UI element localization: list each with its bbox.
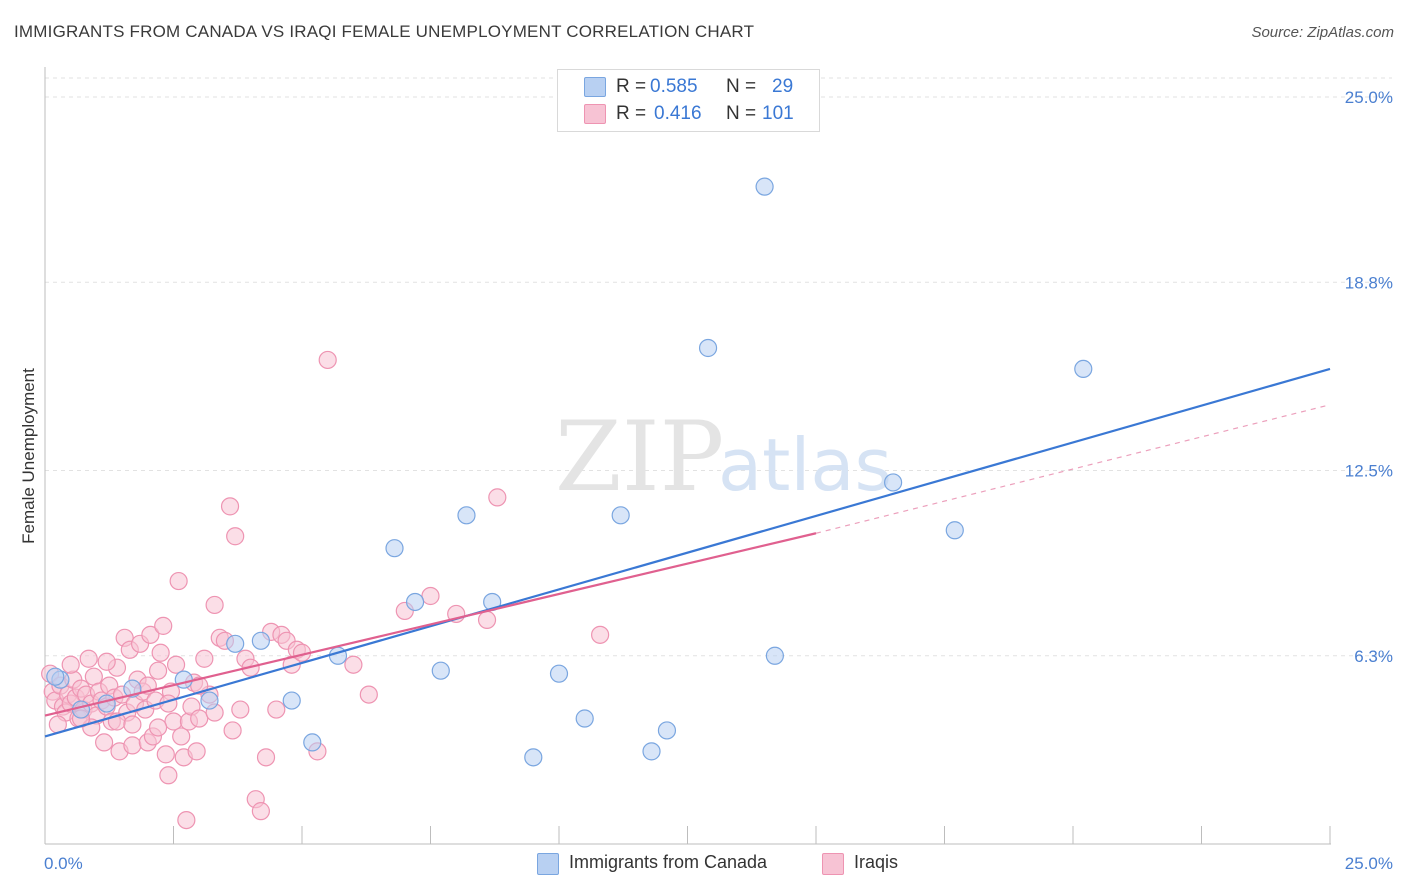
x-tick-label: 0.0% [44, 854, 83, 873]
n-label: N = [726, 76, 757, 97]
iraqi-point [159, 766, 178, 785]
canada-point [46, 667, 65, 686]
iraqi-point [195, 649, 214, 668]
canada-point [549, 664, 569, 683]
iraqi-point [154, 616, 173, 635]
canada-point [303, 733, 322, 752]
n-value: 29 [772, 76, 794, 97]
iraqi-point [477, 610, 497, 630]
r-value: 0.585 [650, 76, 698, 97]
iraqi-point [251, 802, 270, 821]
iraqi-point [421, 586, 440, 606]
y-tick-label: 6.3% [1354, 647, 1393, 666]
series-label: Iraqis [854, 852, 899, 872]
iraqi-point [231, 700, 250, 719]
canada-point [457, 506, 476, 525]
iraqi-point [97, 652, 116, 671]
grid-lines [45, 77, 1392, 657]
iraqi-point [61, 655, 80, 674]
series-label: Immigrants from Canada [569, 852, 768, 872]
iraqi-point [148, 661, 168, 680]
iraqi-point [169, 571, 188, 591]
iraqi-swatch [584, 104, 606, 124]
iraqi-point [344, 655, 363, 674]
iraqi-point [256, 748, 276, 767]
canada-swatch [537, 853, 559, 875]
r-label: R = [616, 76, 647, 97]
canada-point [755, 177, 774, 196]
canada-point [575, 709, 594, 728]
canada-point [657, 721, 677, 740]
iraqi-trend-line [44, 532, 817, 717]
iraqi-point [220, 497, 240, 516]
r-label: R = [616, 103, 647, 124]
iraqi-point [164, 712, 183, 731]
y-axis-label: Female Unemployment [19, 368, 38, 544]
r-value: 0.416 [654, 103, 702, 124]
chart-title: IMMIGRANTS FROM CANADA VS IRAQI FEMALE U… [14, 22, 755, 41]
iraqi-swatch [822, 853, 844, 875]
canada-point [945, 521, 964, 540]
canada-point [1074, 359, 1093, 379]
canada-point [405, 592, 425, 612]
y-tick-label: 12.5% [1345, 462, 1393, 481]
canada-point [765, 646, 784, 665]
canada-point [883, 473, 903, 492]
watermark-atlas: atlas [718, 423, 892, 507]
iraqi-point [166, 655, 186, 674]
iraqi-point [591, 625, 610, 644]
canada-point [524, 748, 543, 767]
canada-point [282, 691, 301, 710]
trend-lines [44, 367, 1331, 738]
iraqi-trend-extension [815, 404, 1331, 534]
canada-point [200, 691, 219, 710]
x-tick-label: 25.0% [1345, 854, 1393, 873]
iraqi-points [41, 350, 610, 830]
n-value: 101 [762, 103, 794, 124]
canada-point [251, 631, 270, 650]
canada-points [46, 177, 1093, 767]
iraqi-point [123, 736, 142, 755]
iraqi-point [267, 700, 286, 719]
iraqi-point [187, 742, 206, 761]
canada-point [611, 506, 630, 525]
iraqi-point [205, 595, 224, 615]
axes: Female Unemployment [19, 67, 1331, 845]
canada-point [385, 539, 404, 558]
source-label: Source: ZipAtlas.com [1251, 24, 1394, 41]
canada-point [174, 670, 193, 689]
iraqi-point [190, 676, 209, 695]
tick-labels: 6.3% 12.5% 18.8% 25.0% 0.0% 25.0% [44, 88, 1393, 873]
y-tick-label: 18.8% [1345, 273, 1393, 292]
iraqi-point [156, 745, 175, 764]
iraqi-point [151, 643, 170, 662]
iraqi-point [223, 721, 242, 740]
iraqi-point [190, 709, 209, 728]
iraqi-point [172, 727, 191, 746]
iraqi-point [177, 810, 196, 830]
iraqi-point [318, 350, 337, 370]
stats-legend: R = 0.585 N = 29 R = 0.416 N = 101 [557, 69, 820, 132]
iraqi-point [79, 649, 98, 668]
iraqi-point [95, 733, 114, 752]
canada-point [642, 742, 661, 761]
iraqi-point [123, 715, 142, 734]
iraqi-point [226, 527, 245, 546]
canada-point [431, 661, 450, 680]
canada-point [97, 694, 116, 713]
canada-trend-line [44, 367, 1331, 738]
canada-point [226, 634, 245, 653]
iraqi-point [148, 718, 168, 737]
canada-swatch [584, 77, 606, 97]
y-tick-label: 25.0% [1345, 88, 1393, 107]
iraqi-point [141, 625, 160, 644]
n-label: N = [726, 103, 757, 124]
canada-point [698, 338, 718, 358]
iraqi-point [488, 488, 507, 507]
iraqi-point [359, 685, 378, 704]
watermark-zip: ZIP [555, 401, 724, 513]
